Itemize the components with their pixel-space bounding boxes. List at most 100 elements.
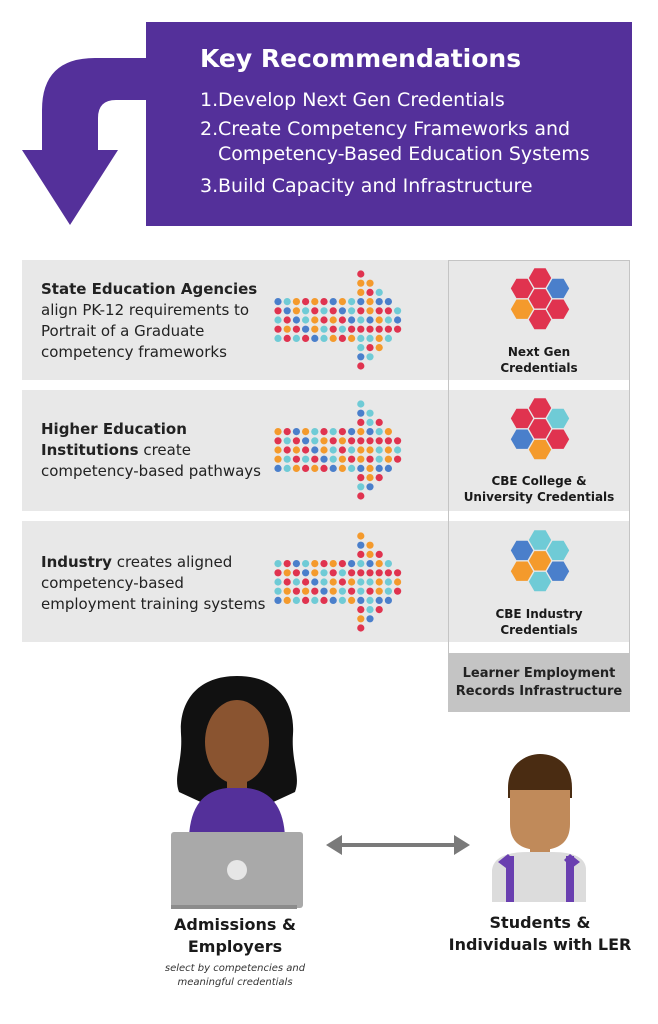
dot xyxy=(375,418,383,426)
dot xyxy=(394,455,402,463)
dot xyxy=(311,428,319,436)
dot xyxy=(357,428,365,436)
dot xyxy=(375,455,383,463)
dot xyxy=(329,325,337,333)
dot xyxy=(292,307,300,315)
dot xyxy=(357,550,365,558)
dot xyxy=(302,428,310,436)
dot xyxy=(292,446,300,454)
dot xyxy=(292,578,300,586)
dot xyxy=(357,541,365,549)
dot xyxy=(384,455,392,463)
header-box xyxy=(146,22,632,226)
dot xyxy=(366,474,374,482)
hexagon xyxy=(546,299,570,319)
dot xyxy=(384,316,392,324)
dot xyxy=(357,483,365,491)
dot xyxy=(311,455,319,463)
dot xyxy=(366,316,374,324)
col-gap xyxy=(448,642,630,653)
ler-infrastructure-box: Learner Employment Records Infrastructure xyxy=(448,653,630,712)
dot xyxy=(283,569,291,577)
hexagon xyxy=(546,429,570,449)
dot xyxy=(384,307,392,315)
dot xyxy=(311,307,319,315)
double-arrow-icon xyxy=(326,835,470,855)
header-title: Key Recommendations xyxy=(200,44,522,73)
credential-label-college: CBE College & University Credentials xyxy=(463,474,615,504)
dot xyxy=(348,437,356,445)
dot xyxy=(302,334,310,342)
dot xyxy=(366,606,374,614)
dot xyxy=(357,307,365,315)
dot xyxy=(302,464,310,472)
dot xyxy=(329,596,337,604)
dot xyxy=(348,464,356,472)
hexagon xyxy=(528,398,552,418)
dot xyxy=(338,316,346,324)
hexagon xyxy=(510,278,534,299)
dot xyxy=(338,560,346,568)
dot xyxy=(283,325,291,333)
dot xyxy=(311,446,319,454)
dot xyxy=(357,474,365,482)
dot xyxy=(375,298,383,306)
dot xyxy=(357,334,365,342)
dot xyxy=(357,344,365,352)
dot xyxy=(302,298,310,306)
dot xyxy=(348,334,356,342)
dot xyxy=(302,560,310,568)
hexagon xyxy=(528,571,552,592)
dot xyxy=(320,464,328,472)
dot xyxy=(274,578,282,586)
dot xyxy=(274,596,282,604)
hexagon xyxy=(528,309,552,330)
dot xyxy=(384,569,392,577)
admissions-subtitle: select by competencies and meaningful cre… xyxy=(164,963,306,988)
recommendation-2: 2.Create Competency Frameworks and Compe… xyxy=(200,118,590,165)
dot xyxy=(375,307,383,315)
dot xyxy=(348,569,356,577)
dot xyxy=(292,437,300,445)
dot xyxy=(283,560,291,568)
dot xyxy=(274,307,282,315)
dot xyxy=(366,418,374,426)
dot xyxy=(366,464,374,472)
dot xyxy=(357,298,365,306)
hexagon xyxy=(510,429,534,449)
dot xyxy=(375,334,383,342)
dot xyxy=(348,307,356,315)
dot xyxy=(274,316,282,324)
dot xyxy=(283,587,291,595)
dot xyxy=(329,446,337,454)
dot xyxy=(292,428,300,436)
dot xyxy=(283,464,291,472)
dot xyxy=(302,316,310,324)
hexagon xyxy=(528,439,552,460)
dot xyxy=(274,437,282,445)
dot xyxy=(375,587,383,595)
dot xyxy=(357,587,365,595)
dot xyxy=(320,325,328,333)
recommendation-1: 1.Develop Next Gen Credentials xyxy=(200,89,505,111)
dot xyxy=(302,569,310,577)
dot xyxy=(384,587,392,595)
dot xyxy=(375,325,383,333)
dot xyxy=(357,437,365,445)
hexagon xyxy=(546,278,570,299)
dot xyxy=(366,428,374,436)
hexagon xyxy=(510,561,534,581)
dot xyxy=(292,587,300,595)
dot xyxy=(394,578,402,586)
dot xyxy=(311,596,319,604)
dot xyxy=(274,325,282,333)
dot xyxy=(320,587,328,595)
dot xyxy=(292,334,300,342)
dot xyxy=(357,606,365,614)
dot xyxy=(357,492,365,500)
dot xyxy=(302,437,310,445)
dot xyxy=(366,353,374,361)
dot xyxy=(329,569,337,577)
students-label: Students & Individuals with LER xyxy=(448,913,632,954)
dot xyxy=(357,418,365,426)
